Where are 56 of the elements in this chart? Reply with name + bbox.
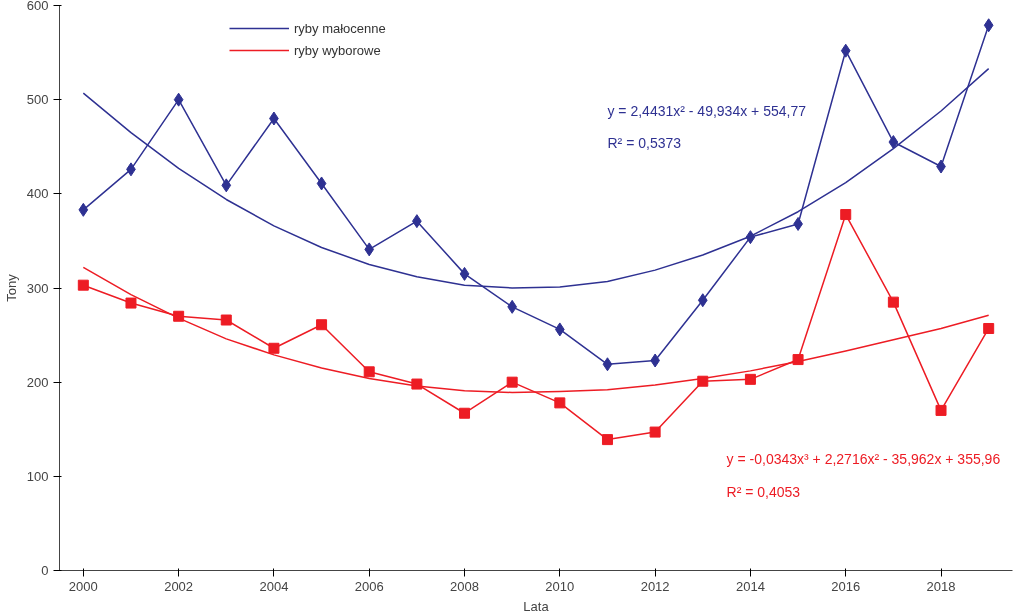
annotation: y = 2,4431x² - 49,934x + 554,77	[607, 102, 807, 119]
point	[602, 357, 613, 372]
point	[792, 354, 804, 366]
legend-label: ryby małocenne	[294, 20, 386, 36]
annotation: y = -0,0343x³ + 2,2716x² - 35,962x + 355,96	[726, 450, 1001, 467]
y-tick-label: 400	[26, 186, 49, 202]
point	[364, 242, 375, 257]
annotation: R² = 0,4053	[726, 483, 801, 500]
point	[220, 314, 232, 326]
x-tick-label: 2010	[545, 578, 575, 594]
point	[983, 18, 994, 33]
point	[316, 319, 328, 331]
point	[459, 407, 471, 419]
point	[316, 176, 327, 191]
point	[983, 322, 995, 334]
x-tick-label: 2004	[259, 578, 289, 594]
point	[268, 342, 280, 354]
point	[649, 426, 661, 438]
x-tick-label: 2016	[831, 578, 861, 594]
point	[601, 434, 613, 446]
x-tick-label: 2006	[354, 578, 384, 594]
y-tick-label: 200	[26, 374, 49, 390]
point	[363, 366, 375, 378]
x-tick-label: 2014	[735, 578, 765, 594]
y-tick-label: 100	[26, 468, 49, 484]
point	[459, 266, 470, 281]
point	[173, 92, 184, 107]
annotation: R² = 0,5373	[607, 135, 682, 152]
point	[221, 178, 232, 193]
y-axis-title: Tony	[3, 273, 19, 302]
point	[78, 202, 89, 217]
point	[411, 378, 423, 390]
y-tick-label: 600	[26, 0, 49, 13]
point	[840, 43, 851, 58]
point	[125, 297, 137, 309]
x-tick-label: 2008	[450, 578, 479, 594]
x-tick-label: 2018	[926, 578, 956, 594]
point	[697, 293, 708, 308]
point	[888, 135, 899, 150]
x-tick-label: 2002	[164, 578, 194, 594]
point	[507, 299, 518, 314]
point	[887, 296, 899, 308]
y-tick-label: 0	[41, 563, 49, 578]
legend-label: ryby wyborowe	[294, 42, 381, 58]
y-tick-label: 500	[26, 92, 49, 108]
point	[744, 373, 756, 385]
y-tick-label: 300	[26, 280, 49, 296]
point	[554, 322, 565, 337]
point	[77, 279, 89, 291]
x-axis-title: Lata	[523, 598, 550, 614]
point	[935, 404, 947, 416]
point	[840, 209, 852, 221]
x-tick-label: 2012	[640, 578, 670, 594]
point	[554, 397, 566, 409]
point	[506, 376, 518, 388]
x-tick-label: 2000	[68, 578, 98, 594]
